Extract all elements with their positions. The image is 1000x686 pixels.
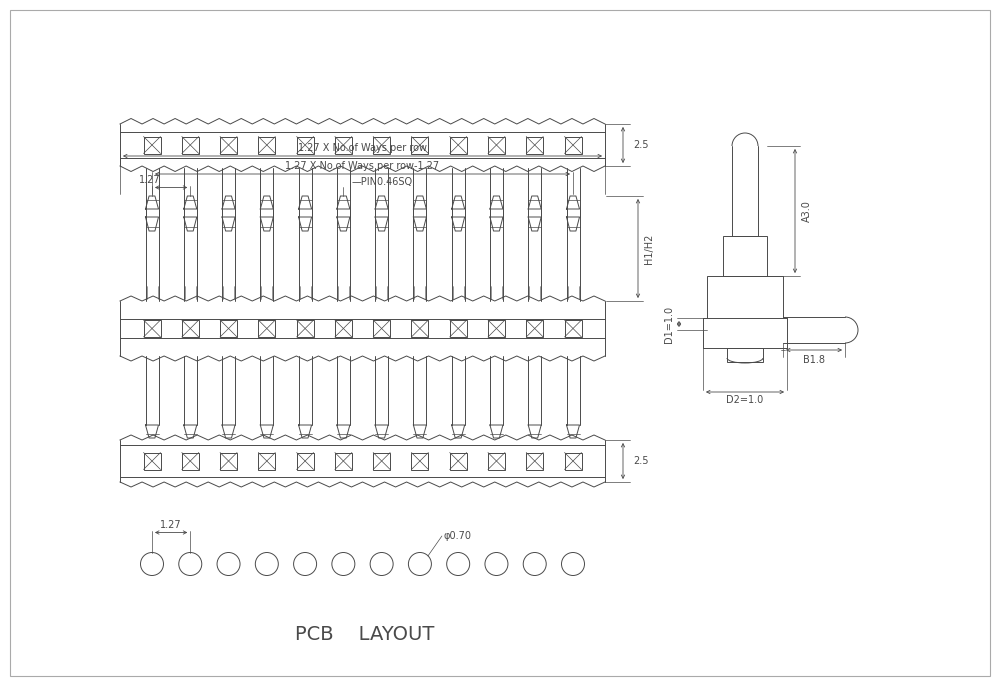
- Text: 1.27: 1.27: [160, 520, 182, 530]
- Bar: [411, 137, 428, 154]
- Bar: [258, 137, 275, 154]
- Bar: [526, 320, 543, 337]
- Bar: [564, 320, 582, 337]
- Bar: [727, 348, 763, 362]
- Bar: [411, 453, 428, 469]
- Bar: [450, 137, 467, 154]
- Bar: [373, 137, 390, 154]
- Bar: [220, 137, 237, 154]
- Bar: [526, 137, 543, 154]
- Text: 1.27 X No.of Ways per row: 1.27 X No.of Ways per row: [298, 143, 427, 153]
- Bar: [450, 320, 467, 337]
- Text: D2=1.0: D2=1.0: [726, 395, 764, 405]
- Bar: [297, 137, 314, 154]
- Bar: [258, 320, 275, 337]
- Bar: [144, 320, 160, 337]
- Bar: [182, 320, 199, 337]
- Bar: [526, 453, 543, 469]
- Bar: [182, 453, 199, 469]
- Bar: [411, 320, 428, 337]
- Bar: [335, 320, 352, 337]
- Text: PCB    LAYOUT: PCB LAYOUT: [295, 624, 435, 643]
- Text: A3.0: A3.0: [802, 200, 812, 222]
- Bar: [258, 453, 275, 469]
- Text: 2.5: 2.5: [633, 140, 648, 150]
- Bar: [707, 276, 783, 318]
- Bar: [220, 453, 237, 469]
- Bar: [335, 453, 352, 469]
- Text: 1.27: 1.27: [139, 175, 161, 185]
- Bar: [297, 453, 314, 469]
- Bar: [335, 137, 352, 154]
- Bar: [723, 236, 767, 276]
- Bar: [488, 137, 505, 154]
- Text: H1/H2: H1/H2: [644, 233, 654, 263]
- Bar: [144, 137, 160, 154]
- Bar: [488, 453, 505, 469]
- Bar: [373, 320, 390, 337]
- Text: —PIN0.46SQ: —PIN0.46SQ: [351, 177, 412, 187]
- Bar: [220, 320, 237, 337]
- Text: φ0.70: φ0.70: [444, 531, 472, 541]
- Bar: [182, 137, 199, 154]
- Text: 2.5: 2.5: [633, 456, 648, 466]
- Bar: [488, 320, 505, 337]
- Bar: [564, 453, 582, 469]
- Bar: [564, 137, 582, 154]
- Bar: [297, 320, 314, 337]
- Text: B1.8: B1.8: [803, 355, 825, 365]
- Bar: [144, 453, 160, 469]
- Text: 1.27 X No.of Ways per row-1.27: 1.27 X No.of Ways per row-1.27: [285, 161, 440, 171]
- Text: D1=1.0: D1=1.0: [664, 305, 674, 342]
- Bar: [450, 453, 467, 469]
- Bar: [373, 453, 390, 469]
